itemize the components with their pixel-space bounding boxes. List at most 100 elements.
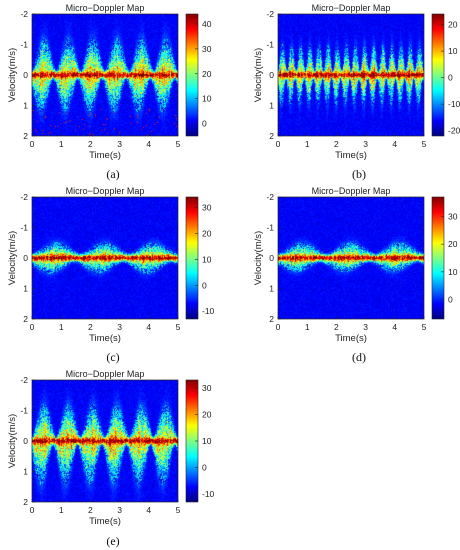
heatmap-image: [278, 14, 424, 136]
y-tick-label: -2: [266, 9, 274, 19]
x-axis-label: Time(s): [89, 516, 121, 527]
y-tick-label: -2: [20, 375, 28, 385]
colorbar: [186, 380, 198, 502]
colorbar: [186, 197, 198, 319]
y-tick-label: -2: [20, 192, 28, 202]
colorbar-tick-label: 30: [448, 211, 458, 221]
colorbar-tick-label: 20: [202, 69, 212, 79]
x-tick-label: 5: [176, 322, 181, 332]
colorbar-tick-label: 10: [448, 46, 458, 56]
colorbar-frame: [431, 196, 445, 320]
colorbar-tick-label: -10: [202, 306, 215, 316]
colorbar-tick-label: 20: [202, 409, 212, 419]
colorbar-frame: [185, 196, 199, 320]
x-tick-label: 2: [88, 139, 93, 149]
y-tick-label: 0: [23, 253, 28, 263]
colorbar-tick-label: 0: [202, 280, 207, 290]
x-tick-label: 2: [334, 139, 339, 149]
colorbar-tick-label: 0: [202, 463, 207, 473]
y-axis-label: Velocity(m/s): [7, 231, 18, 285]
chart-title: Micro−Doppler Map: [66, 3, 145, 13]
colorbar-tick-label: 0: [448, 295, 453, 305]
y-tick-label: -1: [20, 406, 28, 416]
colorbar: [186, 14, 198, 136]
chart-title: Micro−Doppler Map: [66, 369, 145, 379]
y-tick-label: 0: [23, 70, 28, 80]
colorbar-tick-label: 30: [202, 383, 212, 393]
x-tick-label: 4: [146, 505, 151, 515]
x-axis-label: Time(s): [89, 333, 121, 344]
y-tick-label: 0: [269, 70, 274, 80]
x-tick-label: 1: [59, 322, 64, 332]
y-tick-label: 2: [23, 314, 28, 324]
colorbar-tick-label: 10: [202, 254, 212, 264]
colorbar-frame: [185, 13, 199, 137]
x-tick-label: 5: [422, 139, 427, 149]
x-tick-label: 5: [176, 505, 181, 515]
y-tick-label: -1: [266, 40, 274, 50]
x-tick-label: 0: [276, 139, 281, 149]
x-tick-label: 2: [88, 322, 93, 332]
x-tick-label: 0: [30, 505, 35, 515]
x-tick-label: 1: [305, 322, 310, 332]
heatmap-image: [32, 380, 178, 502]
y-tick-label: 2: [269, 131, 274, 141]
x-tick-label: 1: [59, 505, 64, 515]
y-tick-label: 0: [23, 436, 28, 446]
chart-title: Micro−Doppler Map: [312, 3, 391, 13]
panel-label: (b): [352, 167, 366, 181]
x-tick-label: 2: [334, 322, 339, 332]
y-tick-label: 1: [269, 284, 274, 294]
x-tick-label: 0: [276, 322, 281, 332]
heatmap-image: [32, 14, 178, 136]
x-tick-label: 0: [30, 139, 35, 149]
colorbar-tick-label: 20: [448, 239, 458, 249]
x-tick-label: 3: [117, 139, 122, 149]
y-tick-label: -1: [20, 40, 28, 50]
panel-label: (c): [106, 350, 119, 364]
y-tick-label: 2: [23, 131, 28, 141]
colorbar: [432, 14, 444, 136]
y-tick-label: -2: [266, 192, 274, 202]
x-tick-label: 0: [30, 322, 35, 332]
chart-title: Micro−Doppler Map: [312, 186, 391, 196]
colorbar-tick-label: 10: [202, 94, 212, 104]
colorbar-tick-label: 20: [202, 228, 212, 238]
x-axis-label: Time(s): [335, 333, 367, 344]
heatmap-image: [32, 197, 178, 319]
y-axis-label: Velocity(m/s): [7, 48, 18, 102]
x-tick-label: 4: [146, 322, 151, 332]
colorbar-tick-label: -10: [448, 99, 460, 109]
x-tick-label: 5: [176, 139, 181, 149]
x-axis-label: Time(s): [89, 150, 121, 161]
x-tick-label: 3: [363, 322, 368, 332]
y-tick-label: 2: [269, 314, 274, 324]
colorbar-tick-label: -10: [202, 489, 215, 499]
x-tick-label: 3: [363, 139, 368, 149]
y-tick-label: 1: [23, 467, 28, 477]
x-tick-label: 3: [117, 505, 122, 515]
colorbar-tick-label: 10: [448, 267, 458, 277]
colorbar-tick-label: 30: [202, 202, 212, 212]
colorbar: [432, 197, 444, 319]
colorbar-tick-label: 10: [202, 436, 212, 446]
panel-label: (a): [106, 167, 119, 181]
colorbar-tick-label: 0: [448, 73, 453, 83]
y-tick-label: -2: [20, 9, 28, 19]
x-tick-label: 4: [146, 139, 151, 149]
x-tick-label: 3: [117, 322, 122, 332]
x-tick-label: 5: [422, 322, 427, 332]
y-tick-label: 1: [269, 101, 274, 111]
y-tick-label: 1: [23, 284, 28, 294]
heatmap-image: [278, 197, 424, 319]
y-axis-label: Velocity(m/s): [253, 231, 264, 285]
y-tick-label: 0: [269, 253, 274, 263]
y-axis-label: Velocity(m/s): [7, 414, 18, 468]
colorbar-tick-label: 40: [202, 19, 212, 29]
